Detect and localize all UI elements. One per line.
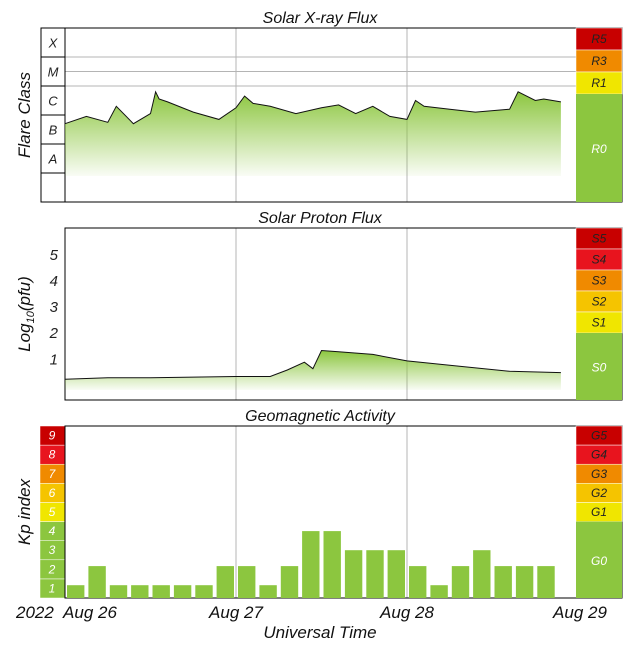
- kp-label: 1: [49, 581, 56, 595]
- s-scale-label: S2: [592, 295, 607, 309]
- geo-title: Geomagnetic Activity: [245, 408, 396, 425]
- proton-ylabel-main: Log: [15, 323, 34, 352]
- kp-bar: [494, 566, 512, 598]
- proton-ylabel: Log10(pfu): [15, 276, 37, 352]
- kp-bar: [238, 566, 256, 598]
- kp-label: 4: [49, 524, 56, 538]
- r-scale-label: R1: [591, 76, 606, 90]
- kp-bar: [473, 550, 491, 598]
- kp-bar: [152, 585, 170, 598]
- kp-bar: [409, 566, 427, 598]
- kp-bar: [366, 550, 384, 598]
- kp-label: 5: [49, 505, 56, 519]
- g-scale-label: G2: [591, 486, 607, 500]
- kp-plot-area: [64, 425, 623, 599]
- r-scale-label: R5: [591, 32, 607, 46]
- kp-bar: [323, 531, 341, 598]
- proton-plot-area: [64, 227, 623, 401]
- g-scale-label: G1: [591, 505, 607, 519]
- proton-ylabel-unit: (pfu): [15, 276, 34, 311]
- geomagnetic-storm-scale: G5 G4 G3 G2 G1 G0: [575, 425, 623, 598]
- kp-bar: [430, 585, 448, 598]
- r-scale-label: R3: [591, 54, 607, 68]
- proton-y-ticks: 1 2 3 4 5: [49, 247, 59, 368]
- s-scale-label: S4: [592, 253, 607, 267]
- kp-label: 3: [49, 543, 56, 557]
- kp-bar: [259, 585, 277, 598]
- g-scale-label: G3: [591, 467, 607, 481]
- s-scale-s0: [576, 333, 622, 400]
- s-scale-label: S0: [592, 361, 607, 375]
- day-label-aug-29: Aug 29: [552, 603, 607, 622]
- proton-title: Solar Proton Flux: [258, 210, 383, 227]
- xray-flux-area: [65, 91, 561, 176]
- kp-bar: [451, 566, 470, 598]
- kp-level-column: 1 2 3 4 5 6 7 8 9: [39, 425, 66, 599]
- kp-bar: [195, 585, 213, 598]
- day-label-aug-28: Aug 28: [379, 603, 434, 622]
- flare-class-m: M: [48, 65, 59, 80]
- x-axis-label: Universal Time: [263, 623, 376, 642]
- day-label-aug-26: Aug 26: [62, 603, 117, 622]
- geo-ylabel: Kp index: [15, 478, 34, 545]
- g-scale-label: G0: [591, 554, 607, 568]
- kp-bar: [344, 550, 363, 598]
- kp-bar: [67, 585, 85, 598]
- flare-class-b: B: [49, 123, 58, 138]
- proton-flux-area: [65, 350, 561, 390]
- xray-ylabel: Flare Class: [15, 72, 34, 158]
- flare-class-a: A: [48, 152, 58, 167]
- kp-label: 9: [49, 429, 56, 443]
- xray-title: Solar X-ray Flux: [263, 10, 379, 27]
- kp-bar: [173, 585, 192, 598]
- r-scale-r0: [576, 94, 622, 202]
- proton-flux-line: [64, 349, 561, 380]
- x-axis: 2022 Aug 26 Aug 27 Aug 28 Aug 29 Univers…: [15, 603, 607, 642]
- flare-class-c: C: [48, 94, 58, 109]
- proton-ylabel-sub: 10: [25, 310, 37, 323]
- kp-label: 7: [49, 467, 57, 481]
- g-scale-label: G5: [591, 429, 607, 443]
- g-scale-g0: [576, 521, 622, 598]
- proton-tick-3: 3: [50, 299, 59, 316]
- g-scale-label: G4: [591, 448, 607, 462]
- kp-bar: [216, 566, 234, 598]
- proton-tick-4: 4: [50, 273, 58, 290]
- r-scale-label: R0: [591, 142, 607, 156]
- geomagnetic-panel: Geomagnetic Activity Kp index 123456789 …: [15, 408, 623, 599]
- kp-bar: [515, 566, 534, 598]
- kp-bar: [387, 550, 405, 598]
- kp-label: 8: [49, 448, 56, 462]
- kp-bar: [302, 531, 320, 598]
- kp-bar: [131, 585, 149, 598]
- flare-class-x: X: [48, 36, 59, 51]
- s-scale-label: S3: [592, 274, 607, 288]
- s-scale-label: S1: [592, 316, 607, 330]
- kp-bar: [109, 585, 128, 598]
- proton-tick-2: 2: [49, 325, 59, 342]
- kp-label: 6: [49, 486, 56, 500]
- kp-bar: [280, 566, 299, 598]
- kp-bar: [537, 566, 555, 598]
- radio-blackout-scale: R5 R3 R1 R0: [575, 27, 623, 202]
- kp-label: 2: [48, 562, 56, 576]
- radiation-storm-scale: S5 S4 S3 S2 S1 S0: [575, 227, 623, 400]
- xray-plot-area: [64, 27, 623, 203]
- proton-tick-1: 1: [50, 351, 58, 368]
- proton-tick-5: 5: [50, 247, 59, 264]
- day-label-aug-27: Aug 27: [208, 603, 263, 622]
- year-label: 2022: [15, 603, 54, 622]
- s-scale-label: S5: [592, 232, 607, 246]
- kp-bar: [88, 566, 106, 598]
- xray-flux-line: [64, 90, 561, 125]
